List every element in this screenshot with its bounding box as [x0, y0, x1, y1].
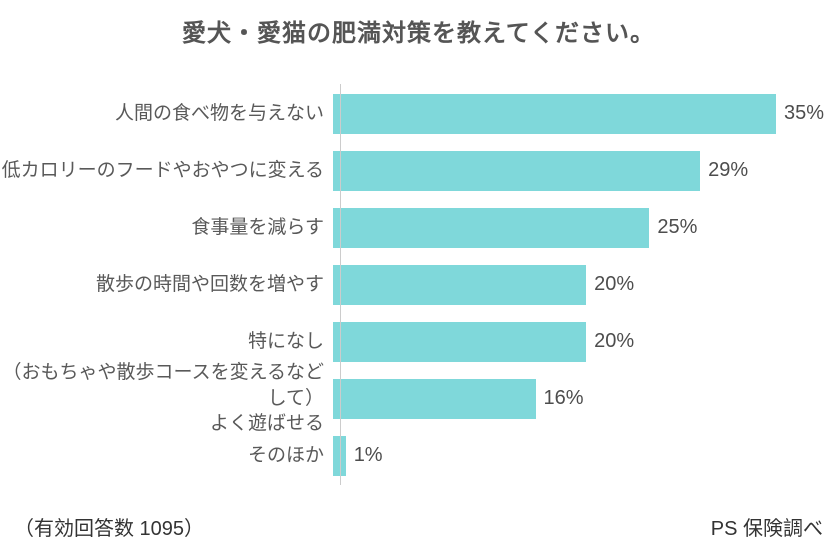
bar-area: 16%: [333, 378, 584, 419]
chart-footer: （有効回答数 1095） PS 保険調べ: [0, 512, 837, 541]
bar-row: 散歩の時間や回数を増やす 20%: [0, 256, 837, 313]
bar-rows: 人間の食べ物を与えない 35% 低カロリーのフードやおやつに変える 29% 食事量を減ら…: [0, 85, 837, 484]
bar-area: 25%: [333, 207, 698, 248]
bar: [333, 435, 346, 476]
value-label: 20%: [594, 273, 635, 295]
source-credit: PS 保険調べ: [710, 518, 823, 540]
bar: [333, 150, 701, 191]
category-label: そのほか: [247, 444, 324, 466]
bar-row: 低カロリーのフードやおやつに変える 29%: [0, 142, 837, 199]
bar-row: 人間の食べ物を与えない 35%: [0, 85, 837, 142]
bar: [333, 378, 536, 419]
bar-area: 20%: [333, 321, 635, 362]
category-label: 散歩の時間や回数を増やす: [95, 273, 324, 295]
value-label: 1%: [353, 444, 383, 466]
valid-responses-note: （有効回答数 1095）: [14, 518, 205, 540]
value-label: 35%: [784, 102, 825, 124]
bar: [333, 93, 776, 134]
bar-row: （おもちゃや散歩コースを変えるなどして） よく遊ばせる 16%: [0, 362, 837, 434]
bar-area: 20%: [333, 264, 635, 305]
bar-row: 食事量を減らす 25%: [0, 199, 837, 256]
value-label: 16%: [543, 387, 584, 409]
value-label: 20%: [594, 330, 635, 352]
bar-chart: 人間の食べ物を与えない 35% 低カロリーのフードやおやつに変える 29% 食事量を減ら…: [0, 84, 837, 485]
chart-title: 愛犬・愛猫の肥満対策を教えてください。: [181, 20, 656, 47]
value-label: 25%: [657, 216, 698, 238]
bar-area: 1%: [333, 435, 383, 476]
category-label: 人間の食べ物を与えない: [114, 102, 324, 124]
bar-row: 特になし 20%: [0, 313, 837, 370]
bar-area: 29%: [333, 150, 749, 191]
y-axis-line: [340, 84, 341, 485]
bar: [333, 321, 587, 362]
bar-row: そのほか 1%: [0, 427, 837, 484]
category-label: 食事量を減らす: [191, 216, 324, 238]
bar: [333, 264, 587, 305]
bar: [333, 207, 650, 248]
category-label: 特になし: [247, 330, 324, 352]
value-label: 29%: [708, 159, 749, 181]
category-label: （おもちゃや散歩コースを変えるなどして） よく遊ばせる: [2, 362, 324, 435]
bar-area: 35%: [333, 93, 825, 134]
category-label: 低カロリーのフードやおやつに変える: [1, 159, 324, 181]
